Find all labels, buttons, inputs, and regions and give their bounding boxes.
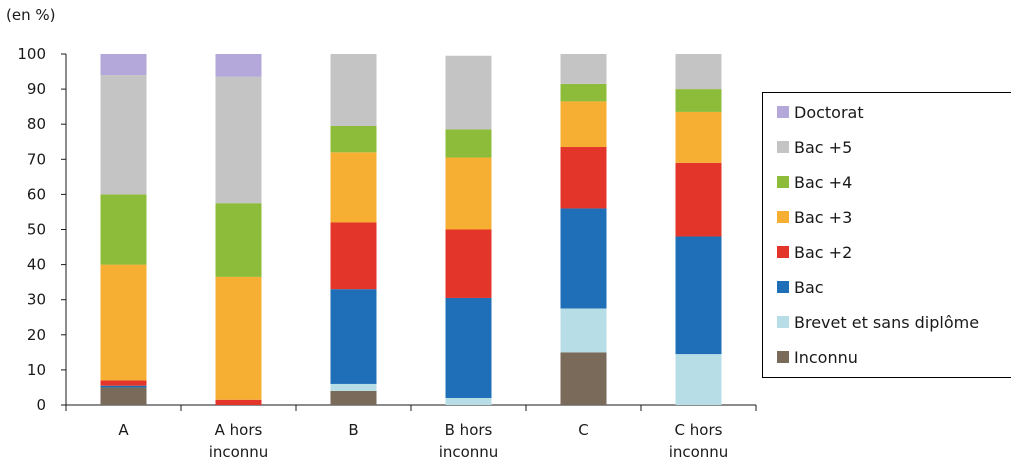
x-tick-label-line: C bbox=[578, 421, 588, 439]
bar-segment-bac-3 bbox=[330, 152, 377, 223]
bar-segment-bac-3 bbox=[100, 264, 147, 381]
x-tick-label-line: inconnu bbox=[209, 443, 269, 461]
legend-label: Bac +4 bbox=[794, 172, 853, 192]
bar-segment-bac-5 bbox=[675, 54, 722, 90]
bar-segment-brevet-et-sans-dipl-me bbox=[560, 308, 607, 353]
y-tick-label: 50 bbox=[27, 221, 46, 239]
bar-segment-bac bbox=[445, 297, 492, 398]
y-tick-label: 10 bbox=[27, 361, 46, 379]
x-tick-label-line: inconnu bbox=[669, 443, 729, 461]
bar-segment-bac-5 bbox=[215, 76, 262, 204]
bar-segment-bac-4 bbox=[445, 129, 492, 158]
chart-legend: Doctorat Bac +5 Bac +4 Bac +3 Bac +2 Bac Breve… bbox=[762, 92, 1011, 378]
bar-segment-bac-4 bbox=[675, 89, 722, 112]
legend-item: Bac +3 bbox=[777, 207, 852, 227]
bar-segment-brevet-et-sans-dipl-me bbox=[330, 383, 377, 391]
bar-segment-doctorat bbox=[100, 54, 147, 76]
x-tick-label-line: C hors bbox=[675, 421, 723, 439]
x-tick-label-line: inconnu bbox=[439, 443, 499, 461]
legend-label: Brevet et sans diplôme bbox=[794, 312, 980, 332]
bar-segment-inconnu bbox=[560, 352, 607, 405]
bar-segment-bac-3 bbox=[445, 157, 492, 230]
legend-label: Bac +5 bbox=[794, 137, 853, 157]
legend-item: Inconnu bbox=[777, 347, 858, 367]
y-tick-label: 70 bbox=[27, 150, 46, 168]
x-tick-label: A bbox=[118, 421, 129, 439]
bar-segment-bac-2 bbox=[445, 229, 492, 298]
y-tick-label: 40 bbox=[27, 256, 46, 274]
legend-label: Inconnu bbox=[794, 347, 858, 367]
bar-segment-bac-5 bbox=[445, 55, 492, 130]
legend-item: Doctorat bbox=[777, 102, 864, 122]
y-tick-label: 0 bbox=[36, 396, 46, 414]
x-tick-label: A hors inconnu bbox=[209, 421, 269, 461]
bar-segment-bac-3 bbox=[675, 111, 722, 163]
y-tick-label: 20 bbox=[27, 326, 46, 344]
legend-label: Bac bbox=[794, 277, 824, 297]
x-tick-label-line: B hors bbox=[445, 421, 493, 439]
legend-swatch bbox=[777, 106, 789, 118]
x-tick-label: B bbox=[348, 421, 358, 439]
bar-segment-bac-5 bbox=[560, 54, 607, 84]
bar-segment-bac-2 bbox=[330, 222, 377, 290]
legend-item: Brevet et sans diplôme bbox=[777, 312, 979, 332]
bar-segment-bac-2 bbox=[675, 162, 722, 237]
legend-swatch bbox=[777, 351, 789, 363]
y-tick-label: 90 bbox=[27, 80, 46, 98]
bar-segment-inconnu bbox=[100, 387, 147, 405]
legend-item: Bac bbox=[777, 277, 824, 297]
bar-segment-bac bbox=[330, 289, 377, 384]
legend-swatch bbox=[777, 211, 789, 223]
legend-label: Bac +2 bbox=[794, 242, 853, 262]
bar-segment-brevet-et-sans-dipl-me bbox=[445, 397, 492, 405]
x-tick-label-line: A bbox=[118, 421, 129, 439]
bar-segment-bac-3 bbox=[560, 101, 607, 148]
x-tick-label: C bbox=[578, 421, 588, 439]
bar-segment-bac-5 bbox=[330, 54, 377, 126]
legend-swatch bbox=[777, 246, 789, 258]
bar-segment-bac-4 bbox=[100, 194, 147, 265]
bar-segment-bac bbox=[100, 385, 147, 388]
x-tick-label: C hors inconnu bbox=[669, 421, 729, 461]
legend-item: Bac +5 bbox=[777, 137, 852, 157]
x-tick-label: B hors inconnu bbox=[439, 421, 499, 461]
legend-item: Bac +2 bbox=[777, 242, 852, 262]
bar-segment-bac-2 bbox=[560, 147, 607, 209]
bar-segment-bac-3 bbox=[215, 276, 262, 400]
legend-swatch bbox=[777, 281, 789, 293]
legend-item: Bac +4 bbox=[777, 172, 852, 192]
bar-segment-bac-4 bbox=[330, 125, 377, 153]
y-tick-label: 100 bbox=[17, 45, 46, 63]
bar-segment-bac bbox=[560, 208, 607, 309]
y-tick-label: 80 bbox=[27, 115, 46, 133]
x-tick-label-line: A hors bbox=[215, 421, 263, 439]
bar-segment-brevet-et-sans-dipl-me bbox=[675, 354, 722, 405]
bar-segment-bac-5 bbox=[100, 75, 147, 195]
legend-swatch bbox=[777, 176, 789, 188]
y-unit-label: (en %) bbox=[6, 6, 56, 24]
x-tick-label-line: B bbox=[348, 421, 358, 439]
legend-label: Bac +3 bbox=[794, 207, 853, 227]
bar-segment-bac-4 bbox=[215, 203, 262, 277]
bar-segment-doctorat bbox=[215, 54, 262, 77]
legend-swatch bbox=[777, 141, 789, 153]
y-tick-label: 60 bbox=[27, 185, 46, 203]
bar-segment-inconnu bbox=[330, 390, 377, 405]
legend-label: Doctorat bbox=[794, 102, 864, 122]
y-tick-label: 30 bbox=[27, 291, 46, 309]
legend-swatch bbox=[777, 316, 789, 328]
bar-segment-bac-4 bbox=[560, 83, 607, 102]
bar-segment-bac-2 bbox=[215, 399, 262, 405]
bar-segment-bac-2 bbox=[100, 380, 147, 386]
bar-segment-bac bbox=[675, 236, 722, 355]
